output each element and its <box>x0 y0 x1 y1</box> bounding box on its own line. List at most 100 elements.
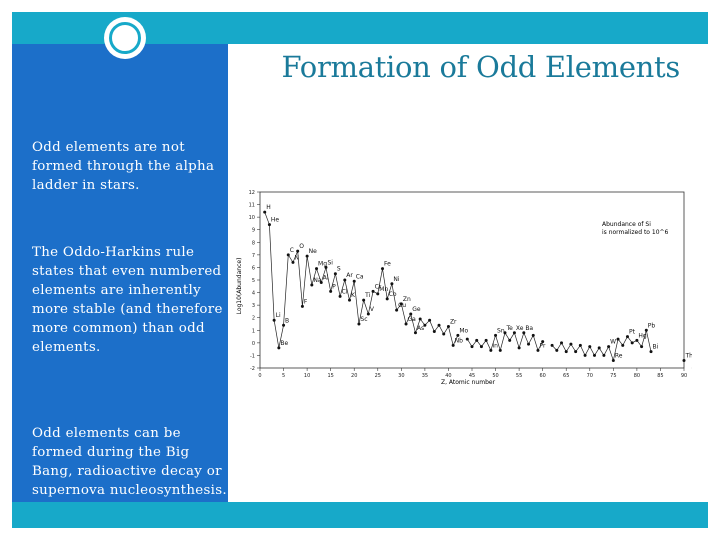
data-point <box>536 348 540 352</box>
data-point <box>682 358 686 362</box>
data-point <box>272 318 276 322</box>
element-label: Ga <box>408 316 417 323</box>
data-point <box>597 346 601 350</box>
element-label: Te <box>505 325 513 332</box>
paragraph-oddo-harkins: The Oddo-Harkins rule states that even n… <box>32 245 223 355</box>
y-tick-label: 11 <box>249 203 255 209</box>
element-label: Bi <box>653 344 659 351</box>
data-point <box>296 249 300 253</box>
data-point <box>385 297 389 301</box>
y-tick-label: 8 <box>252 240 255 246</box>
x-tick-label: 45 <box>469 373 475 379</box>
x-tick-label: 5 <box>282 373 285 379</box>
element-label: Cl <box>342 288 348 295</box>
y-tick-label: 1 <box>252 328 255 334</box>
element-label: Zn <box>403 296 411 303</box>
data-point <box>305 254 309 258</box>
data-point <box>550 343 554 347</box>
series-line <box>551 330 652 362</box>
y-tick-label: 9 <box>252 228 255 234</box>
element-label: Zr <box>450 319 457 326</box>
data-point <box>607 345 611 349</box>
data-point <box>362 298 366 302</box>
element-label: Al <box>323 275 329 282</box>
element-label: Sc <box>360 316 367 323</box>
data-point <box>555 348 559 352</box>
paragraph-formation-sources: Odd elements can be formed during the Bi… <box>32 426 227 498</box>
chart-annotation-line-2: is normalized to 10^6 <box>602 229 669 236</box>
data-point <box>442 332 446 336</box>
data-point <box>428 318 432 322</box>
element-label: Ba <box>525 325 533 332</box>
y-tick-label: 4 <box>252 291 255 297</box>
y-tick-label: 3 <box>252 303 255 309</box>
element-label: Co <box>389 291 397 298</box>
ring-ornament-icon <box>104 17 146 59</box>
y-tick-label: -1 <box>250 353 255 359</box>
element-label: Cu <box>398 302 406 309</box>
data-point <box>380 267 384 271</box>
chart-annotation-line-1: Abundance of Si <box>602 221 651 228</box>
element-label: Si <box>327 259 333 266</box>
x-tick-label: 10 <box>304 373 310 379</box>
data-point <box>456 333 460 337</box>
element-label: Cr <box>375 283 382 290</box>
data-point <box>475 338 479 342</box>
x-tick-label: 60 <box>539 373 545 379</box>
element-label: He <box>271 217 280 224</box>
x-tick-label: 25 <box>375 373 381 379</box>
element-label: O <box>299 243 304 250</box>
element-label: Ti <box>364 292 370 299</box>
element-label: V <box>370 306 375 313</box>
data-point <box>635 338 639 342</box>
element-label: Fe <box>384 261 391 268</box>
bottom-accent-bar <box>12 502 708 528</box>
sidebar-panel: Odd elements are not formed through the … <box>12 44 228 502</box>
element-label: Xe <box>516 325 524 332</box>
element-label: Ge <box>412 306 421 313</box>
x-tick-label: 80 <box>634 373 640 379</box>
series-line <box>466 331 543 352</box>
data-point <box>324 265 328 269</box>
data-point <box>446 325 450 329</box>
data-point <box>479 345 483 349</box>
data-point <box>484 338 488 342</box>
data-point <box>644 328 648 332</box>
y-tick-label: 5 <box>252 278 255 284</box>
x-tick-label: 55 <box>516 373 522 379</box>
chart-series <box>263 210 692 369</box>
data-point <box>352 279 356 283</box>
x-tick-label: 20 <box>351 373 357 379</box>
element-label: Mg <box>318 261 327 268</box>
element-label: F <box>304 298 308 305</box>
element-label: As <box>417 325 424 332</box>
data-point <box>564 350 568 354</box>
element-label: Ne <box>309 248 317 255</box>
data-point <box>395 308 399 312</box>
element-label: H <box>266 204 271 211</box>
data-point <box>423 323 427 327</box>
data-point <box>465 337 469 341</box>
data-point <box>560 341 564 345</box>
data-point <box>592 353 596 357</box>
x-tick-label: 90 <box>681 373 687 379</box>
data-point <box>503 331 507 335</box>
data-point <box>277 346 281 350</box>
data-point <box>348 298 352 302</box>
data-point <box>498 348 502 352</box>
x-tick-label: 50 <box>492 373 498 379</box>
data-point <box>329 289 333 293</box>
data-point <box>338 294 342 298</box>
data-point <box>333 272 337 276</box>
element-label: Pt <box>629 329 636 336</box>
data-point <box>366 312 370 316</box>
chart-element-labels: HHe Li Be B CNO F Ne Na Mg Al Si P S Cl Ar K Ca Sc TiV CrMn… <box>266 204 692 359</box>
element-label: P <box>332 283 336 290</box>
element-label: Na <box>313 277 321 284</box>
x-tick-label: 85 <box>657 373 663 379</box>
data-point <box>588 345 592 349</box>
data-point <box>574 350 578 354</box>
element-label: Be <box>280 340 288 347</box>
data-point <box>371 289 375 293</box>
data-point <box>300 304 304 308</box>
